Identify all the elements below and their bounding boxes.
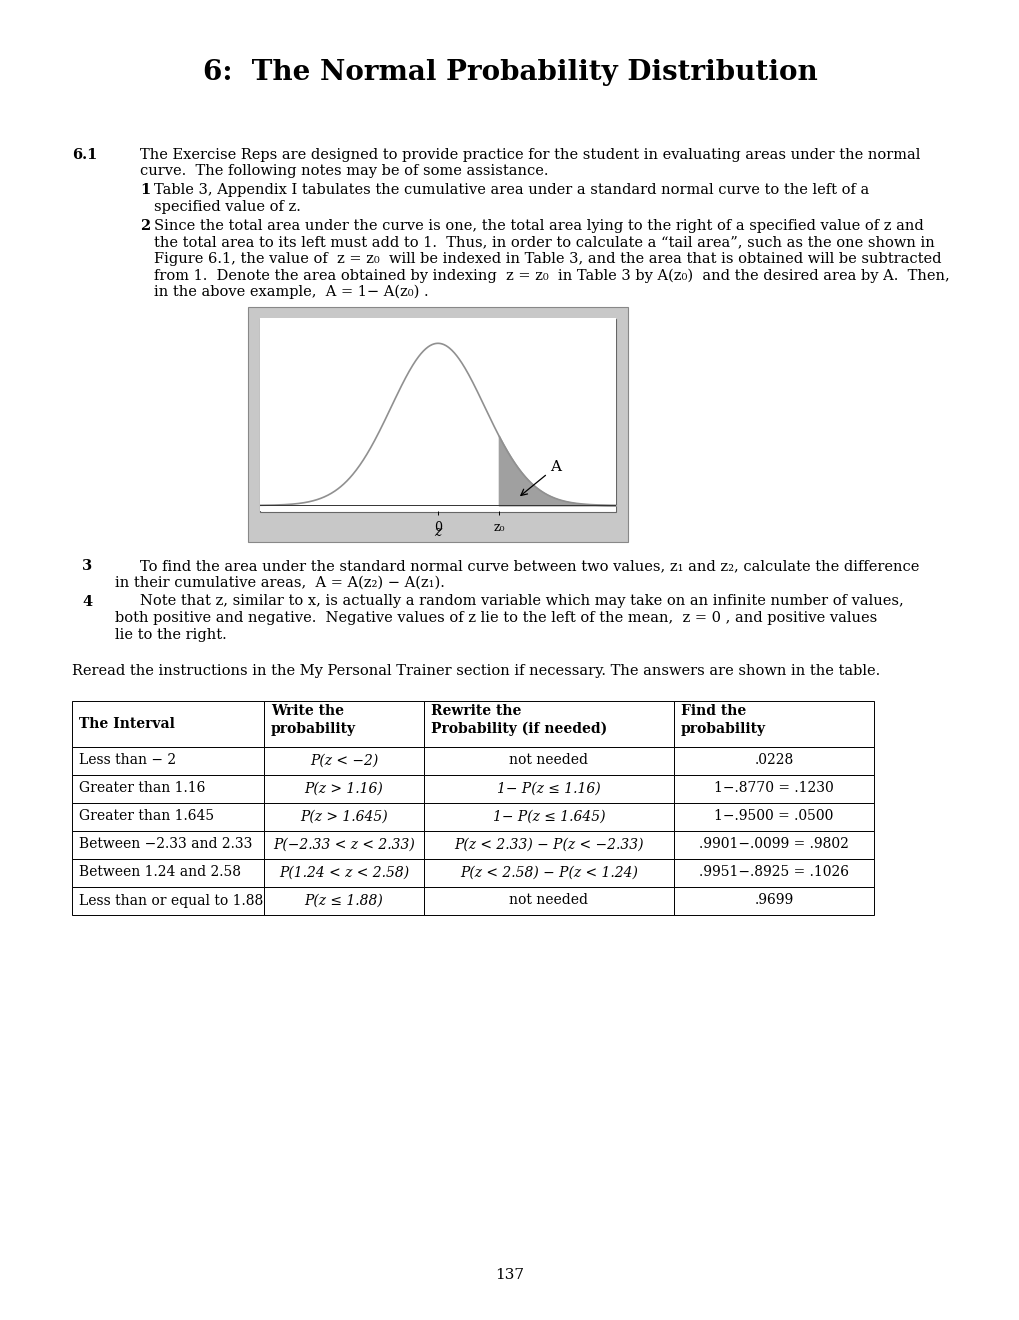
Text: 137: 137 xyxy=(495,1269,524,1282)
FancyBboxPatch shape xyxy=(264,747,424,775)
FancyBboxPatch shape xyxy=(424,775,674,803)
FancyBboxPatch shape xyxy=(264,830,424,858)
Text: Rewrite the: Rewrite the xyxy=(431,704,521,718)
FancyBboxPatch shape xyxy=(674,775,873,803)
FancyBboxPatch shape xyxy=(72,830,264,858)
Text: Write the: Write the xyxy=(271,704,343,718)
Text: Greater than 1.16: Greater than 1.16 xyxy=(78,781,205,796)
FancyBboxPatch shape xyxy=(424,858,674,887)
FancyBboxPatch shape xyxy=(264,701,424,747)
FancyBboxPatch shape xyxy=(674,747,873,775)
Text: 4: 4 xyxy=(82,594,92,609)
Text: P(z < 2.58) − P(z < 1.24): P(z < 2.58) − P(z < 1.24) xyxy=(460,866,637,879)
Text: 1−.9500 = .0500: 1−.9500 = .0500 xyxy=(713,809,833,824)
Text: not needed: not needed xyxy=(510,894,588,908)
Text: P(z ≤ 1.88): P(z ≤ 1.88) xyxy=(305,894,383,908)
FancyBboxPatch shape xyxy=(674,701,873,747)
Text: Between 1.24 and 2.58: Between 1.24 and 2.58 xyxy=(78,866,240,879)
Text: the total area to its left must add to 1.  Thus, in order to calculate a “tail a: the total area to its left must add to 1… xyxy=(154,235,933,249)
FancyBboxPatch shape xyxy=(674,830,873,858)
FancyBboxPatch shape xyxy=(424,887,674,915)
Text: Since the total area under the curve is one, the total area lying to the right o: Since the total area under the curve is … xyxy=(154,219,923,234)
FancyBboxPatch shape xyxy=(674,887,873,915)
Text: Between −2.33 and 2.33: Between −2.33 and 2.33 xyxy=(78,837,252,851)
Text: Greater than 1.645: Greater than 1.645 xyxy=(78,809,214,824)
Text: Note that z, similar to x, is actually a random variable which may take on an in: Note that z, similar to x, is actually a… xyxy=(140,594,903,609)
Text: The Interval: The Interval xyxy=(78,717,174,730)
FancyBboxPatch shape xyxy=(72,887,264,915)
Text: probability: probability xyxy=(271,722,356,735)
FancyBboxPatch shape xyxy=(248,306,628,541)
Text: P(z < −2): P(z < −2) xyxy=(310,754,378,767)
FancyBboxPatch shape xyxy=(424,701,674,747)
Text: .9951−.8925 = .1026: .9951−.8925 = .1026 xyxy=(698,866,848,879)
FancyBboxPatch shape xyxy=(72,803,264,830)
Text: The Exercise Reps are designed to provide practice for the student in evaluating: The Exercise Reps are designed to provid… xyxy=(140,148,919,162)
Text: 6:  The Normal Probability Distribution: 6: The Normal Probability Distribution xyxy=(203,58,816,86)
Text: Less than − 2: Less than − 2 xyxy=(78,754,176,767)
Text: z: z xyxy=(434,525,441,539)
Text: .0228: .0228 xyxy=(754,754,793,767)
Text: .9901−.0099 = .9802: .9901−.0099 = .9802 xyxy=(698,837,848,851)
Text: probability: probability xyxy=(681,722,765,735)
FancyBboxPatch shape xyxy=(264,887,424,915)
Text: 1−.8770 = .1230: 1−.8770 = .1230 xyxy=(713,781,834,796)
Text: curve.  The following notes may be of some assistance.: curve. The following notes may be of som… xyxy=(140,165,548,178)
Text: from 1.  Denote the area obtained by indexing  z = z₀  in Table 3 by A(z₀)  and : from 1. Denote the area obtained by inde… xyxy=(154,268,949,282)
Text: .9699: .9699 xyxy=(754,894,793,908)
Text: P(z > 1.645): P(z > 1.645) xyxy=(300,809,387,824)
Text: not needed: not needed xyxy=(510,754,588,767)
Text: P(1.24 < z < 2.58): P(1.24 < z < 2.58) xyxy=(278,866,409,879)
Text: Probability (if needed): Probability (if needed) xyxy=(431,721,606,735)
Text: Less than or equal to 1.88: Less than or equal to 1.88 xyxy=(78,894,263,908)
FancyBboxPatch shape xyxy=(72,775,264,803)
FancyBboxPatch shape xyxy=(424,803,674,830)
FancyBboxPatch shape xyxy=(72,701,264,747)
FancyBboxPatch shape xyxy=(72,747,264,775)
Text: both positive and negative.  Negative values of z lie to the left of the mean,  : both positive and negative. Negative val… xyxy=(115,611,876,624)
FancyBboxPatch shape xyxy=(264,775,424,803)
Text: 1: 1 xyxy=(140,183,150,197)
Text: 2: 2 xyxy=(140,219,150,234)
Text: Table 3, Appendix I tabulates the cumulative area under a standard normal curve : Table 3, Appendix I tabulates the cumula… xyxy=(154,183,868,197)
FancyBboxPatch shape xyxy=(424,830,674,858)
Text: 1− P(z ≤ 1.16): 1− P(z ≤ 1.16) xyxy=(496,781,600,796)
Text: in the above example,  A = 1− A(z₀) .: in the above example, A = 1− A(z₀) . xyxy=(154,285,428,300)
Text: 1− P(z ≤ 1.645): 1− P(z ≤ 1.645) xyxy=(492,809,604,824)
Text: Figure 6.1, the value of  z = z₀  will be indexed in Table 3, and the area that : Figure 6.1, the value of z = z₀ will be … xyxy=(154,252,941,267)
Text: 3: 3 xyxy=(82,560,92,573)
FancyBboxPatch shape xyxy=(260,318,615,511)
Text: in their cumulative areas,  A = A(z₂) − A(z₁).: in their cumulative areas, A = A(z₂) − A… xyxy=(115,576,444,590)
FancyBboxPatch shape xyxy=(424,747,674,775)
FancyBboxPatch shape xyxy=(674,803,873,830)
Text: P(z > 1.16): P(z > 1.16) xyxy=(305,781,383,796)
Text: specified value of z.: specified value of z. xyxy=(154,199,301,214)
Text: P(−2.33 < z < 2.33): P(−2.33 < z < 2.33) xyxy=(273,837,415,851)
Text: P(z < 2.33) − P(z < −2.33): P(z < 2.33) − P(z < −2.33) xyxy=(453,837,643,851)
Text: A: A xyxy=(521,459,560,495)
FancyBboxPatch shape xyxy=(674,858,873,887)
Text: Reread the instructions in the My Personal Trainer section if necessary. The ans: Reread the instructions in the My Person… xyxy=(72,664,879,678)
Text: To find the area under the standard normal curve between two values, z₁ and z₂, : To find the area under the standard norm… xyxy=(140,560,918,573)
FancyBboxPatch shape xyxy=(72,858,264,887)
Text: 6.1: 6.1 xyxy=(72,148,97,162)
Text: lie to the right.: lie to the right. xyxy=(115,627,226,642)
FancyBboxPatch shape xyxy=(264,803,424,830)
Text: Find the: Find the xyxy=(681,704,746,718)
FancyBboxPatch shape xyxy=(264,858,424,887)
